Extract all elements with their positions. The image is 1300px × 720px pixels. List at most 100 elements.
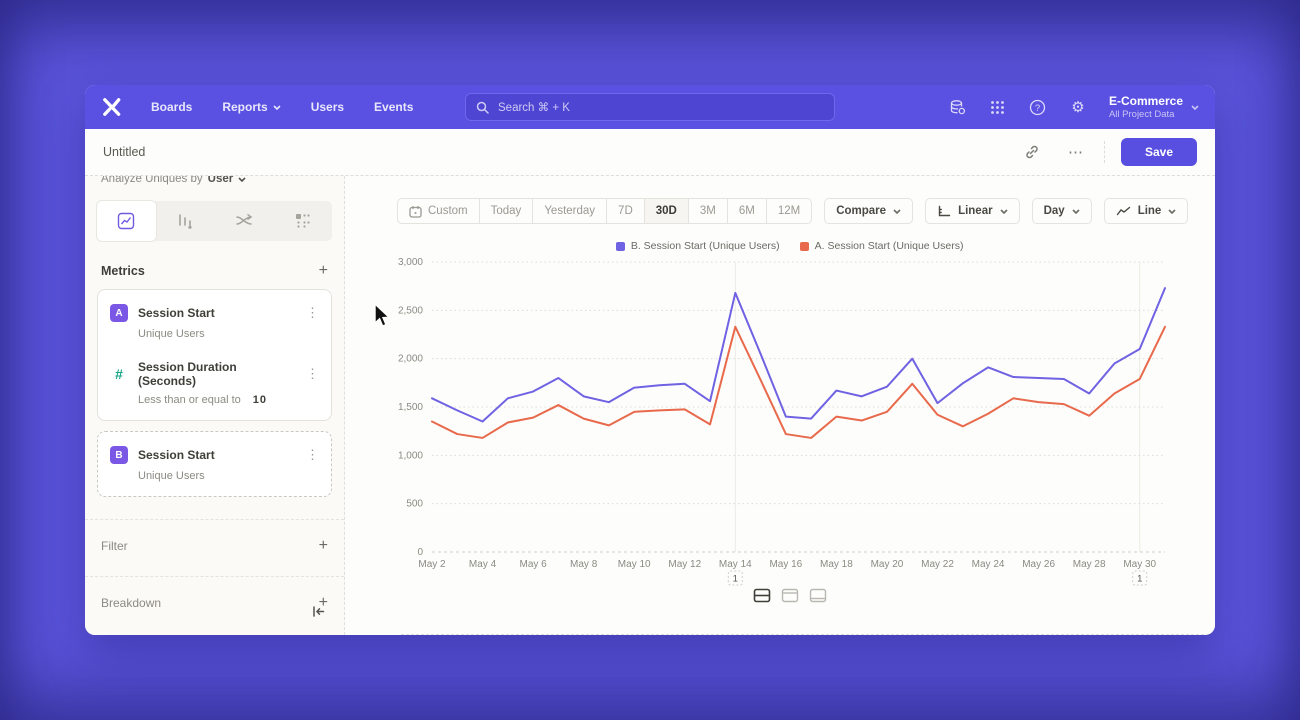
scale-dropdown[interactable]: Linear <box>925 198 1020 224</box>
metric-subtitle[interactable]: Unique Users <box>138 328 205 340</box>
add-filter-button[interactable]: + <box>318 537 328 554</box>
metric-row-a[interactable]: A Session Start ⋮ <box>98 294 331 326</box>
apps-grid-icon[interactable] <box>989 98 1007 116</box>
metric-title: Session Start <box>138 306 215 320</box>
mixpanel-logo[interactable] <box>101 97 123 117</box>
search-input[interactable]: Search ⌘ + K <box>465 93 835 121</box>
range-30d-button[interactable]: 30D <box>643 198 689 224</box>
project-switcher[interactable]: E-Commerce All Project Data <box>1109 94 1199 120</box>
flows-icon <box>236 214 253 225</box>
nav-item-boards[interactable]: Boards <box>151 100 192 114</box>
legend-item-b[interactable]: B. Session Start (Unique Users) <box>615 240 780 252</box>
report-title[interactable]: Untitled <box>103 145 146 159</box>
analyze-value-dropdown[interactable]: User <box>207 176 234 185</box>
filter-label: Filter <box>101 539 128 553</box>
metric-row-b[interactable]: B Session Start ⋮ <box>98 436 331 468</box>
range-6m-button[interactable]: 6M <box>726 198 767 224</box>
tab-insights[interactable] <box>97 201 156 241</box>
more-menu-icon[interactable]: ⋯ <box>1068 144 1084 161</box>
report-titlebar: Untitled ⋯ Save <box>85 129 1215 176</box>
metric-subtitle[interactable]: Unique Users <box>138 470 205 482</box>
compare-dropdown[interactable]: Compare <box>824 198 914 224</box>
report-type-tabs <box>97 201 332 241</box>
svg-text:May 22: May 22 <box>921 559 954 570</box>
nav-item-events[interactable]: Events <box>374 100 413 114</box>
layout-chart-view-icon[interactable] <box>781 588 799 608</box>
add-breakdown-button[interactable]: + <box>318 594 328 611</box>
chevron-down-icon <box>1168 208 1176 214</box>
kebab-menu-icon[interactable]: ⋮ <box>306 447 319 462</box>
chart-type-dropdown[interactable]: Line <box>1103 198 1189 224</box>
data-management-icon[interactable] <box>949 98 967 116</box>
collapse-sidebar-icon[interactable] <box>311 605 326 623</box>
metric-row-duration[interactable]: # Session Duration (Seconds) ⋮ <box>98 350 331 392</box>
interval-label: Day <box>1043 205 1065 217</box>
filter-section: Filter + <box>85 519 344 554</box>
metric-badge-a: A <box>110 304 128 322</box>
tab-flows[interactable] <box>215 201 274 241</box>
range-label: 7D <box>618 205 633 217</box>
svg-text:May 10: May 10 <box>618 559 651 570</box>
link-icon[interactable] <box>1022 142 1042 162</box>
metric-threshold-value[interactable]: 10 <box>252 394 267 406</box>
scale-label: Linear <box>958 205 993 217</box>
layout-table-view-icon[interactable] <box>809 588 827 608</box>
svg-text:May 2: May 2 <box>418 559 446 570</box>
range-3m-button[interactable]: 3M <box>687 198 728 224</box>
query-builder-sidebar: Analyze Uniques by User <box>85 176 345 635</box>
range-yesterday-button[interactable]: Yesterday <box>532 198 608 224</box>
range-label: Today <box>490 205 522 217</box>
svg-text:0: 0 <box>417 547 423 558</box>
top-navbar: Boards Reports Users Events Search ⌘ + K <box>85 85 1215 129</box>
settings-gear-icon[interactable]: ⚙ <box>1071 98 1085 116</box>
range-custom-button[interactable]: Custom <box>397 198 480 224</box>
line-chart[interactable]: 0 500 1,000 1,500 2,000 2,500 3,000 May 2 May 4 M… <box>345 254 1215 586</box>
metric-card-b[interactable]: B Session Start ⋮ Unique Users <box>97 431 332 497</box>
kebab-menu-icon[interactable]: ⋮ <box>306 366 319 381</box>
metric-badge-b: B <box>110 446 128 464</box>
chart-panel: Custom Today Yesterday 7D 30D 3M 6M 12M … <box>345 176 1215 635</box>
range-label: 12M <box>777 205 801 217</box>
svg-text:May 14: May 14 <box>719 559 752 570</box>
range-today-button[interactable]: Today <box>478 198 534 224</box>
metric-title: Session Duration (Seconds) <box>138 360 237 388</box>
help-icon[interactable]: ? <box>1029 98 1047 116</box>
svg-text:1: 1 <box>733 574 738 585</box>
metrics-title: Metrics <box>101 264 145 278</box>
tab-retention[interactable] <box>273 201 332 241</box>
nav-item-reports[interactable]: Reports <box>222 100 281 114</box>
svg-text:May 28: May 28 <box>1073 559 1106 570</box>
divider <box>1104 141 1105 163</box>
save-button[interactable]: Save <box>1121 138 1197 166</box>
svg-text:3,000: 3,000 <box>398 257 423 268</box>
range-7d-button[interactable]: 7D <box>606 198 645 224</box>
retention-grid-icon <box>295 214 310 228</box>
layout-split-view-icon[interactable] <box>753 588 771 608</box>
nav-item-users[interactable]: Users <box>311 100 344 114</box>
kebab-menu-icon[interactable]: ⋮ <box>306 305 319 320</box>
range-label: 6M <box>738 205 755 217</box>
svg-text:?: ? <box>1035 103 1040 114</box>
project-name: E-Commerce <box>1108 94 1183 109</box>
metric-subtitle[interactable]: Less than or equal to <box>138 394 241 406</box>
tab-funnels[interactable] <box>156 201 215 241</box>
analyze-label: Analyze Uniques by <box>101 176 203 185</box>
svg-text:May 16: May 16 <box>769 559 802 570</box>
nav-item-label: Boards <box>151 100 193 114</box>
svg-text:May 12: May 12 <box>668 559 701 570</box>
add-metric-button[interactable]: + <box>318 262 328 279</box>
line-chart-icon <box>1116 206 1130 216</box>
range-12m-button[interactable]: 12M <box>765 198 813 224</box>
svg-text:2,500: 2,500 <box>398 305 423 316</box>
svg-text:1,000: 1,000 <box>398 450 423 461</box>
interval-dropdown[interactable]: Day <box>1031 198 1092 224</box>
nav-item-label: Reports <box>222 100 268 114</box>
linear-axis-icon <box>938 205 951 216</box>
legend-label: A. Session Start (Unique Users) <box>814 240 964 252</box>
nav-item-label: Users <box>310 100 345 114</box>
chevron-down-icon <box>273 104 281 110</box>
metric-card-group[interactable]: A Session Start ⋮ Unique Users # Session… <box>97 289 332 421</box>
funnel-bars-icon <box>179 214 192 229</box>
breakdown-label: Breakdown <box>101 596 162 610</box>
legend-item-a[interactable]: A. Session Start (Unique Users) <box>799 240 964 252</box>
